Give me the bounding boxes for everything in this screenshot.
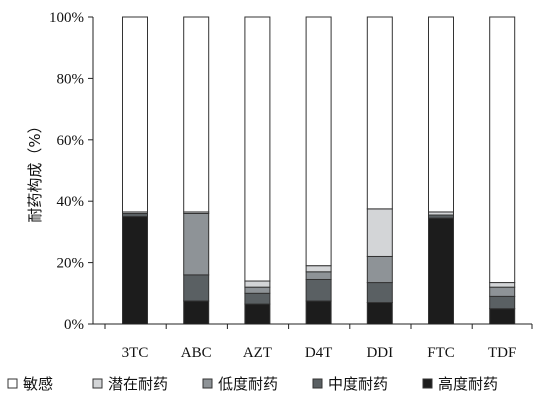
bar-segment-ddi-3 — [366, 208, 393, 257]
bar-segment-d4t-1 — [305, 278, 332, 302]
x-tick-label-3tc: 3TC — [122, 345, 149, 361]
bar-segment-azt-1 — [244, 292, 271, 305]
bar-segment-azt-2 — [244, 286, 271, 294]
bar-segment-abc-2 — [183, 212, 210, 276]
bar-segment-d4t-2 — [305, 271, 332, 280]
bar-segment-azt-0 — [244, 303, 271, 325]
legend-swatch — [7, 378, 18, 389]
bar-segment-d4t-4 — [305, 16, 332, 267]
bar-segment-3tc-4 — [122, 16, 148, 213]
legend-swatch — [312, 378, 323, 389]
bar-segment-ddi-2 — [366, 255, 393, 284]
bar-segment-abc-1 — [183, 274, 210, 302]
x-tick-label-ddi: DDI — [366, 345, 393, 361]
legend: 敏感 潜在耐药 低度耐药 中度耐药 高度耐药 — [7, 375, 498, 393]
x-tick-label-tdf: TDF — [488, 345, 516, 361]
legend-item: 潜在耐药 — [92, 375, 168, 393]
bar-segment-ftc-4 — [428, 16, 454, 213]
bar-segment-ftc-0 — [428, 217, 454, 325]
bar-segment-ddi-4 — [366, 16, 393, 210]
x-axis-ticks: 3TC ABC AZT D4T DDI FTC TDF — [104, 324, 533, 361]
legend-label: 高度耐药 — [438, 375, 498, 393]
bar-segment-tdf-1 — [489, 295, 516, 310]
x-tick-label-ftc: FTC — [427, 345, 455, 361]
bar-segment-3tc-0 — [122, 216, 148, 325]
legend-label: 低度耐药 — [218, 375, 278, 393]
y-axis-ticks: 0% 20% 40% 60% 80% 100% — [49, 10, 93, 333]
legend-item: 低度耐药 — [202, 375, 278, 393]
bar-segment-d4t-3 — [305, 265, 332, 273]
x-tick-label-d4t: D4T — [305, 345, 333, 361]
legend-swatch — [202, 378, 213, 389]
y-axis-title-group: 耐药构成（%） — [26, 118, 44, 222]
y-tick-label: 40% — [57, 194, 85, 210]
bar-segment-azt-4 — [244, 16, 271, 282]
legend-label: 潜在耐药 — [108, 375, 168, 393]
bar-segment-d4t-0 — [305, 300, 332, 325]
bar-segment-ddi-0 — [366, 302, 393, 325]
bar-segment-ddi-1 — [366, 282, 393, 304]
y-axis-title: 耐药构成（%） — [26, 118, 44, 222]
y-tick-label: 20% — [57, 256, 85, 272]
bar-segment-tdf-2 — [489, 286, 516, 297]
bar-segment-tdf-4 — [489, 16, 516, 284]
y-tick-label: 80% — [57, 71, 85, 87]
legend-item: 高度耐药 — [422, 375, 498, 393]
bar-segment-abc-4 — [183, 16, 210, 213]
legend-swatch — [422, 378, 433, 389]
legend-item: 敏感 — [7, 375, 53, 393]
bar-segment-tdf-3 — [489, 282, 516, 288]
x-tick-label-abc: ABC — [181, 345, 212, 361]
legend-swatch — [92, 378, 103, 389]
bars — [122, 16, 516, 325]
x-tick-label-azt: AZT — [243, 345, 272, 361]
bar-segment-tdf-0 — [489, 308, 516, 325]
y-tick-label: 0% — [64, 317, 84, 333]
y-tick-label: 60% — [57, 133, 85, 149]
y-tick-label: 100% — [49, 10, 84, 26]
bar-segment-azt-3 — [244, 280, 271, 288]
legend-label: 敏感 — [23, 375, 53, 393]
legend-label: 中度耐药 — [328, 375, 388, 393]
bar-segment-abc-0 — [183, 300, 210, 325]
legend-item: 中度耐药 — [312, 375, 388, 393]
